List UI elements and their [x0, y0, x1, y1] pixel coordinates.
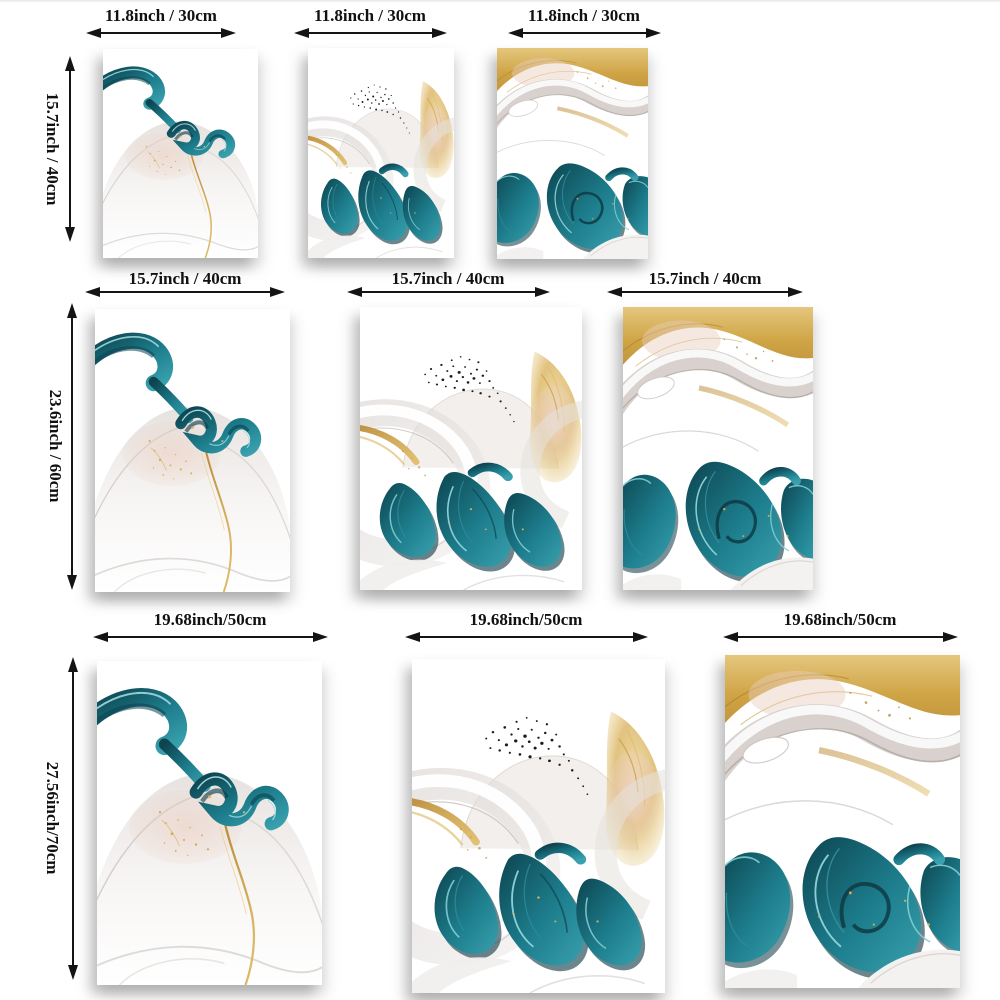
- width-dimension-label: 11.8inch / 30cm: [105, 6, 217, 25]
- abstract-artwork-birds-strokes: [360, 307, 582, 590]
- width-dimension-label: 19.68inch/50cm: [153, 610, 267, 629]
- width-arrow: [93, 630, 328, 644]
- abstract-artwork-teal-wave: [97, 661, 322, 985]
- height-arrow: [65, 303, 79, 590]
- abstract-artwork-teal-swirl: [623, 307, 813, 590]
- width-dimension-label: 11.8inch / 30cm: [528, 6, 640, 25]
- abstract-artwork-teal-swirl: [725, 655, 960, 988]
- arrow-shaft: [96, 636, 325, 638]
- width-dimension-label: 19.68inch/50cm: [469, 610, 583, 629]
- width-dimension-label: 15.7inch / 40cm: [128, 269, 242, 288]
- arrow-shaft: [610, 291, 800, 293]
- width-arrow: [723, 630, 958, 644]
- canvas-panel-design-2: [308, 48, 454, 258]
- width-dimension-label: 11.8inch / 30cm: [314, 6, 426, 25]
- arrow-shaft: [71, 306, 73, 587]
- canvas-panel-design-2: [360, 307, 582, 590]
- canvas-panel-design-2: [412, 659, 665, 993]
- abstract-artwork-teal-wave: [95, 309, 290, 592]
- height-arrow: [66, 657, 80, 980]
- canvas-panel-design-1: [103, 49, 258, 258]
- width-arrow: [508, 26, 661, 40]
- width-arrow: [85, 285, 285, 299]
- canvas-panel-design-3: [725, 655, 960, 988]
- canvas-panel-design-3: [497, 48, 648, 259]
- image-top-edge: [0, 0, 1000, 3]
- height-dimension-label: 23.6inch / 60cm: [46, 389, 65, 503]
- arrow-shaft: [297, 32, 444, 34]
- arrow-shaft: [511, 32, 658, 34]
- width-arrow: [294, 26, 447, 40]
- canvas-panel-design-3: [623, 307, 813, 590]
- width-arrow: [86, 26, 236, 40]
- arrow-shaft: [89, 32, 233, 34]
- width-dimension-label: 19.68inch/50cm: [783, 610, 897, 629]
- abstract-artwork-birds-strokes: [308, 48, 454, 258]
- abstract-artwork-teal-wave: [103, 49, 258, 258]
- height-dimension-label: 15.7inch / 40cm: [43, 92, 62, 206]
- abstract-artwork-birds-strokes: [412, 659, 665, 993]
- width-arrow: [607, 285, 803, 299]
- canvas-panel-design-1: [97, 661, 322, 985]
- arrow-shaft: [726, 636, 955, 638]
- height-arrow: [63, 56, 77, 242]
- arrow-shaft: [69, 59, 71, 239]
- arrow-shaft: [88, 291, 282, 293]
- arrow-shaft: [408, 636, 645, 638]
- width-dimension-label: 15.7inch / 40cm: [391, 269, 505, 288]
- width-dimension-label: 15.7inch / 40cm: [648, 269, 762, 288]
- height-dimension-label: 27.56inch/70cm: [43, 761, 62, 875]
- width-arrow: [347, 285, 550, 299]
- abstract-artwork-teal-swirl: [497, 48, 648, 259]
- arrow-shaft: [72, 660, 74, 977]
- width-arrow: [405, 630, 648, 644]
- arrow-shaft: [350, 291, 547, 293]
- canvas-panel-design-1: [95, 309, 290, 592]
